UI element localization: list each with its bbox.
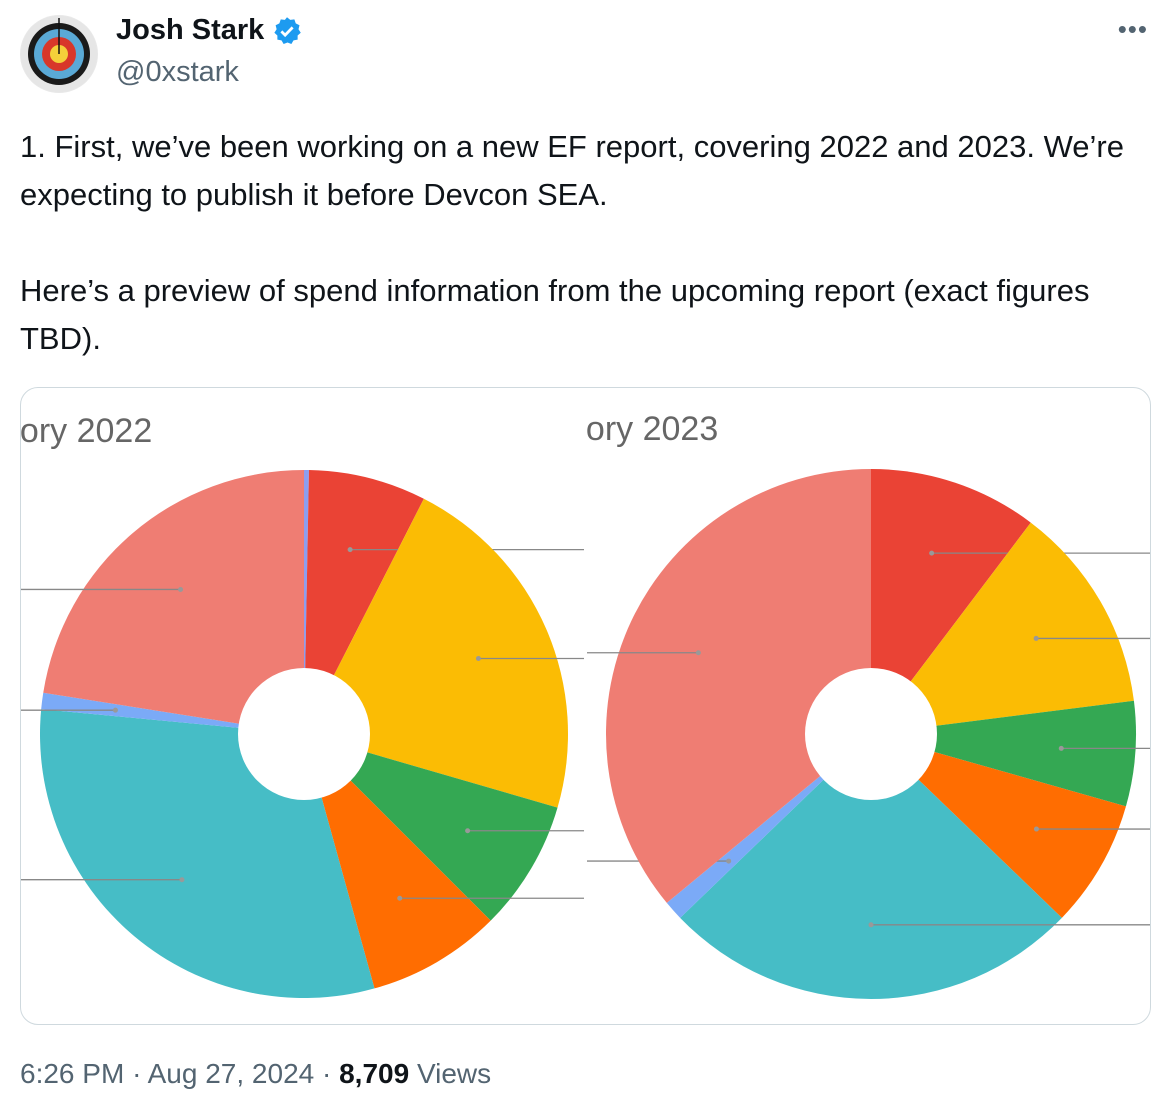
views-count: 8,709 <box>339 1058 410 1089</box>
chart-2023: gory 2023 <box>567 410 1150 999</box>
leader-dot <box>1058 745 1064 751</box>
leader-dot <box>397 895 403 901</box>
more-horizontal-icon[interactable]: ••• <box>1117 14 1148 44</box>
donut-hole <box>238 668 370 800</box>
author-name-row: Josh Stark <box>116 14 302 47</box>
pie-slice-slice-3 <box>871 522 1134 734</box>
pie-slice-slice-2 <box>871 469 1031 734</box>
pie-slice-slice-4 <box>304 734 558 921</box>
leader-dot <box>929 550 935 556</box>
tweet-time[interactable]: 6:26 PM <box>20 1058 125 1089</box>
pie-slice-slice-4 <box>871 700 1136 807</box>
tweet-date[interactable]: Aug 27, 2024 <box>147 1058 315 1089</box>
verified-badge-icon <box>274 16 302 44</box>
chart-image[interactable]: gory 2022 gory 2023 <box>20 387 1151 1025</box>
leader-dot <box>868 922 874 928</box>
leader-dot <box>475 656 481 662</box>
pie-charts: gory 2022 gory 2023 <box>21 410 1150 999</box>
donut-hole <box>805 668 937 800</box>
chart-title-2022: gory 2022 <box>21 412 152 450</box>
pie-slice-slice-6 <box>680 734 1062 999</box>
separator: · <box>322 1058 332 1089</box>
author-handle[interactable]: @0xstark <box>116 56 239 88</box>
leader-dot <box>1033 635 1039 641</box>
leader-dot <box>179 877 185 883</box>
views-label: Views <box>416 1058 492 1089</box>
leader-dot <box>112 707 118 713</box>
leader-dot <box>1033 826 1039 832</box>
pie-slice-slice-8 <box>606 469 871 903</box>
pie-slice-slice-7 <box>41 692 305 734</box>
pie-slice-slice-2 <box>304 470 424 734</box>
tweet-text: 1. First, we’ve been working on a new EF… <box>20 129 1124 356</box>
pie-slice-slice-3 <box>304 498 568 808</box>
pie-slice-slice-5 <box>304 734 491 989</box>
target-avatar-icon <box>21 16 97 92</box>
leader-dot <box>178 586 184 592</box>
chart-2022: gory 2022 <box>21 412 584 998</box>
author-name[interactable]: Josh Stark <box>116 14 265 46</box>
pie-slice-slice-1 <box>304 470 309 734</box>
avatar[interactable] <box>20 15 98 93</box>
chart-title-2023: gory 2023 <box>567 410 718 448</box>
leader-dot <box>695 650 701 656</box>
tweet-footer: 6:26 PM · Aug 27, 2024 · 8,709 Views <box>20 1058 491 1090</box>
pie-slice-slice-5 <box>871 734 1126 918</box>
leader-dot <box>726 858 732 864</box>
leader-dot <box>465 828 471 834</box>
leader-dot <box>347 547 353 553</box>
separator: · <box>132 1058 142 1089</box>
pie-slice-slice-7 <box>666 734 871 918</box>
pie-slice-slice-8 <box>43 470 305 734</box>
